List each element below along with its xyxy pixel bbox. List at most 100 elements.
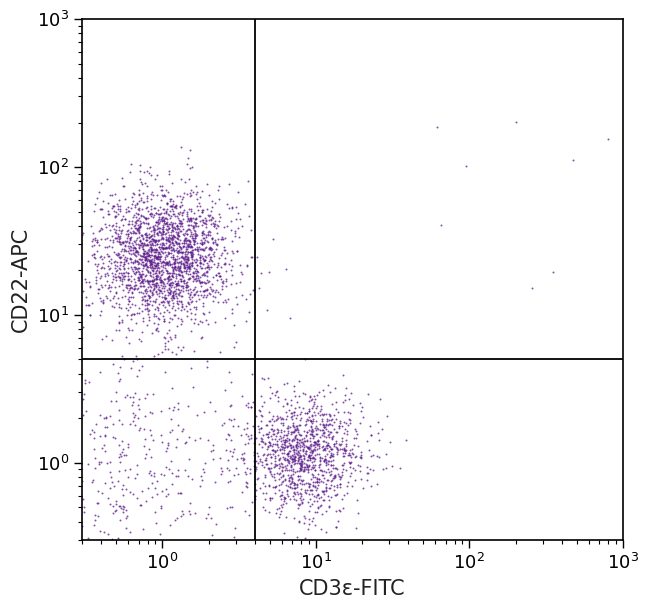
Point	[270, 446, 280, 456]
Point	[188, 236, 199, 246]
Point	[268, 416, 279, 426]
Point	[116, 257, 126, 267]
Point	[177, 271, 187, 281]
Point	[129, 249, 139, 259]
Point	[183, 298, 193, 308]
Point	[196, 235, 206, 245]
Point	[306, 415, 317, 425]
Point	[298, 511, 309, 521]
Point	[129, 242, 139, 252]
Point	[119, 271, 129, 281]
Point	[222, 221, 233, 231]
Point	[135, 160, 145, 170]
Point	[198, 268, 209, 278]
Point	[136, 193, 146, 203]
Point	[140, 253, 151, 262]
Point	[190, 274, 200, 284]
Point	[153, 303, 163, 313]
Point	[311, 449, 322, 459]
Point	[162, 278, 172, 288]
Point	[163, 258, 174, 268]
Point	[147, 290, 157, 300]
Point	[327, 432, 337, 442]
Point	[140, 285, 150, 295]
Point	[290, 467, 300, 477]
Point	[128, 258, 138, 268]
Point	[296, 456, 306, 465]
Point	[111, 207, 121, 217]
Point	[160, 258, 170, 268]
Point	[288, 464, 298, 474]
Point	[148, 190, 159, 200]
Point	[265, 393, 275, 403]
Point	[144, 445, 154, 454]
Point	[138, 281, 149, 291]
Point	[118, 285, 128, 295]
Point	[215, 347, 226, 357]
Point	[194, 242, 204, 252]
Point	[205, 254, 215, 264]
Point	[206, 256, 216, 265]
Point	[219, 259, 229, 269]
Point	[167, 220, 177, 229]
Point	[436, 220, 446, 230]
Point	[292, 423, 302, 433]
Point	[196, 333, 206, 343]
Point	[276, 427, 286, 437]
Point	[288, 454, 298, 464]
Point	[125, 282, 136, 292]
Point	[235, 453, 246, 462]
Point	[162, 221, 172, 231]
Point	[287, 474, 298, 484]
Point	[228, 414, 239, 423]
Point	[309, 432, 320, 442]
Point	[162, 214, 172, 224]
Point	[312, 423, 322, 433]
Point	[285, 479, 295, 489]
Point	[266, 414, 277, 424]
Point	[311, 486, 321, 495]
Point	[146, 259, 157, 269]
Point	[172, 221, 182, 231]
Point	[185, 216, 196, 226]
Point	[220, 259, 230, 268]
Point	[176, 243, 187, 253]
Point	[294, 475, 304, 484]
Point	[131, 264, 141, 273]
Point	[240, 316, 251, 326]
Point	[276, 459, 287, 468]
Point	[161, 328, 172, 338]
Point	[115, 449, 125, 459]
Point	[86, 298, 97, 308]
Point	[230, 226, 240, 236]
Point	[188, 223, 198, 232]
Point	[361, 475, 372, 485]
Point	[216, 278, 227, 287]
Point	[138, 243, 148, 253]
Point	[142, 304, 153, 314]
Point	[304, 451, 314, 461]
Point	[94, 240, 105, 249]
Point	[168, 199, 179, 209]
Point	[333, 423, 344, 432]
Point	[287, 473, 298, 483]
Point	[283, 470, 294, 479]
Point	[218, 278, 228, 287]
Point	[312, 483, 322, 492]
Point	[131, 208, 142, 218]
Point	[195, 258, 205, 268]
Point	[283, 441, 293, 451]
Point	[184, 300, 194, 309]
Point	[150, 174, 160, 184]
Point	[256, 437, 266, 447]
Point	[96, 458, 106, 467]
Point	[191, 221, 202, 231]
Point	[105, 483, 116, 492]
Point	[118, 238, 128, 248]
Point	[307, 418, 317, 428]
Point	[302, 486, 313, 495]
Point	[176, 274, 187, 284]
Point	[129, 309, 139, 319]
Point	[216, 464, 226, 473]
Point	[171, 349, 181, 359]
